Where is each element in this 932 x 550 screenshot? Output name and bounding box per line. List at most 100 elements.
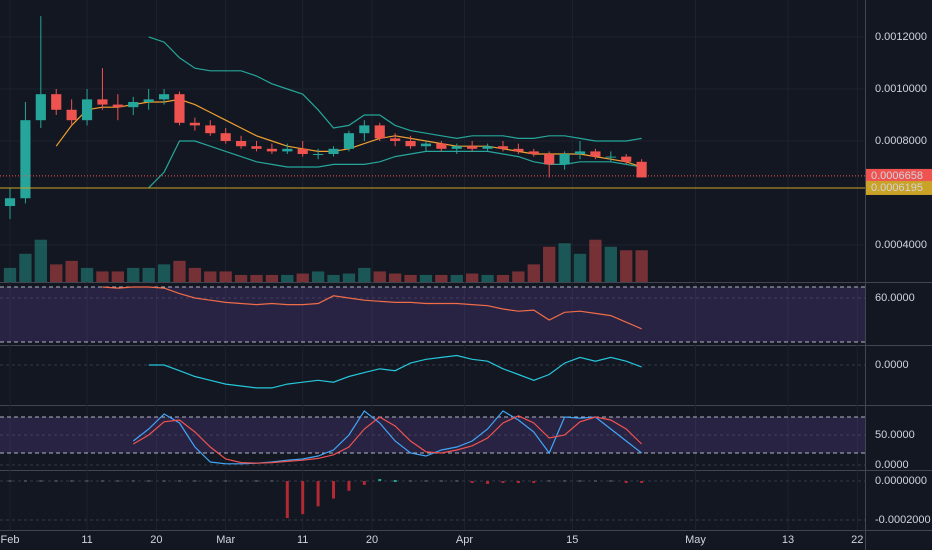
histogram-bar [193,480,197,483]
volume-bar [404,274,417,282]
histogram-bar [609,480,613,483]
y-tick-label: 0.0008000 [875,135,927,147]
histogram-bar [347,481,351,491]
histogram-bar [516,481,520,484]
volume-bar [34,239,47,282]
price-label-box [866,168,932,183]
candle-body [297,148,308,155]
histogram-bar [486,481,490,484]
histogram-bar [254,480,258,483]
histogram-bar [301,481,305,515]
bollinger-band [148,36,642,142]
volume-bar [358,267,371,282]
histogram-bar [455,480,459,483]
candle-body [559,154,570,165]
volume-bar [111,271,125,282]
candle-body [236,141,247,147]
price-label: 0.0006195 [871,182,923,194]
candle-body [621,156,632,162]
histogram-bar [409,480,413,483]
x-tick-label: 11 [81,534,92,546]
x-tick-label: 20 [366,534,378,546]
histogram-bar [332,481,336,499]
histogram-bar [147,480,151,483]
indicator-line [102,286,642,330]
histogram-bar [578,480,582,483]
volume-bar [80,267,94,282]
x-tick-label: 11 [297,534,308,546]
histogram-bar [39,480,43,483]
volume-bar [65,260,78,282]
x-tick-label: Apr [456,534,473,546]
volume-bar [234,274,248,282]
candle-body [128,101,139,108]
y-tick-label: 0.0012000 [875,31,927,43]
histogram-bar [316,481,320,507]
candle-body [343,133,355,149]
candle-body [20,120,31,199]
candle-body [574,151,586,155]
y-tick-label: 0.0000 [875,359,909,371]
histogram-bar [70,480,74,483]
candle-body [81,99,93,121]
y-tick-label: -0.0002000 [875,514,931,526]
candle-body [51,94,62,110]
volume-bar [496,274,510,282]
indicator-line [132,410,642,465]
candle-body [66,109,77,121]
histogram-bar [362,481,366,485]
histogram-bar [285,481,289,519]
histogram-bar [393,480,397,483]
volume-bar [311,271,325,282]
band-fill [0,286,865,343]
volume-bar [265,274,279,282]
histogram-bar [563,480,567,483]
volume-bar [573,253,587,282]
histogram-bar [162,480,166,483]
volume-bar [327,274,340,282]
histogram-bar [378,479,382,482]
volume-bar [450,274,463,282]
volume-bar [589,239,602,282]
candle-body [544,154,555,165]
candle-body [35,94,46,121]
volume-bar [543,246,556,282]
x-tick-label: May [685,534,706,546]
histogram-bar [54,480,58,483]
x-tick-label: Mar [216,534,235,546]
y-tick-label: 0.0000 [875,459,909,471]
y-tick-label: 50.0000 [875,429,915,441]
histogram-bar [8,480,12,483]
candle-body [513,148,524,152]
candle-body [143,99,154,102]
x-tick-label: 20 [150,534,162,546]
y-tick-label: 0.0010000 [875,83,927,95]
volume-bar [558,243,571,282]
histogram-bar [439,480,443,483]
candle-body [528,151,539,155]
histogram-bar [100,480,104,483]
volume-bar [250,274,263,282]
histogram-bar [224,480,228,483]
histogram-bar [532,481,536,484]
histogram-bar [501,481,505,484]
histogram-bar [270,480,274,483]
volume-bar [127,267,140,282]
candle-body [405,141,416,147]
candle-body [467,146,478,149]
histogram-bar [23,480,27,483]
histogram-bar [624,481,628,484]
volume-bar [419,274,433,282]
candle-body [112,104,123,108]
y-tick-label: 60.0000 [875,292,915,304]
y-tick-label: 0.0000000 [875,475,927,487]
candle-body [436,143,447,149]
band-fill [0,416,865,454]
volume-bar [466,273,479,282]
candle-body [205,125,216,134]
price-label: 0.0006658 [871,170,923,182]
candle-body [451,146,462,149]
volume-bar [219,271,232,282]
volume-bar [373,271,386,282]
